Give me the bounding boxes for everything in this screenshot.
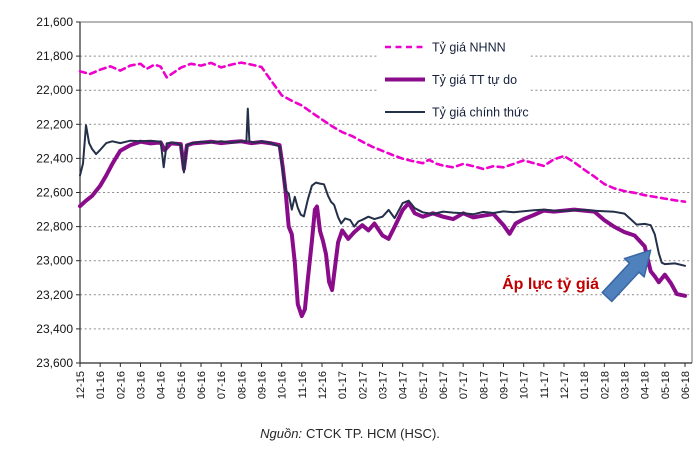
y-tick-label: 21,800 bbox=[36, 49, 73, 63]
x-tick-label: 06-18 bbox=[680, 371, 692, 399]
series bbox=[78, 61, 687, 319]
annotation-text: Áp lực tỷ giá bbox=[502, 274, 599, 293]
series-line-chinh-thuc bbox=[79, 107, 686, 267]
legend-item-nhnn: Tỷ giá NHNN bbox=[385, 41, 506, 55]
x-tick-label: 10-16 bbox=[277, 371, 289, 399]
y-tick-label: 23,400 bbox=[36, 322, 73, 336]
x-tick-label: 02-17 bbox=[357, 371, 369, 399]
y-tick-label: 22,800 bbox=[36, 220, 73, 234]
x-tick-label: 05-16 bbox=[176, 371, 188, 399]
x-tick-label: 09-16 bbox=[257, 371, 269, 399]
legend-label-nhnn: Tỷ giá NHNN bbox=[432, 41, 506, 55]
legend: Tỷ giá NHNN Tỷ giá TT tự do Tỷ giá chính t… bbox=[377, 35, 530, 123]
x-tick-label: 09-17 bbox=[499, 371, 511, 399]
x-tick-label: 11-17 bbox=[539, 371, 551, 398]
x-tick-label: 12-17 bbox=[559, 371, 571, 399]
x-tick-label: 04-17 bbox=[398, 371, 410, 399]
x-tick-label: 04-16 bbox=[156, 371, 168, 399]
source-text: CTCK TP. HCM (HSC). bbox=[306, 426, 440, 441]
y-tick-label: 22,000 bbox=[36, 83, 73, 97]
x-tick-label: 03-16 bbox=[136, 371, 148, 399]
exchange-rate-chart: 21,600 21,800 22,000 22,200 22,400 22,600 22,8… bbox=[36, 15, 693, 399]
x-tick-label: 01-16 bbox=[95, 371, 107, 399]
legend-item-tt-tu-do: Tỷ giá TT tự do bbox=[385, 73, 517, 87]
x-tick-label: 07-16 bbox=[216, 371, 228, 399]
x-tick-label: 04-18 bbox=[640, 371, 652, 399]
x-tick-label: 08-17 bbox=[478, 371, 490, 399]
x-tick-label: 02-18 bbox=[599, 371, 611, 399]
source-note: Nguồn: CTCK TP. HCM (HSC). bbox=[0, 426, 700, 441]
x-tick-label: 07-17 bbox=[458, 371, 470, 399]
annotation-arrow-icon bbox=[601, 249, 652, 303]
y-axis-labels: 21,600 21,800 22,000 22,200 22,400 22,600 22,8… bbox=[36, 15, 73, 370]
y-tick-label: 22,600 bbox=[36, 186, 73, 200]
annotation: Áp lực tỷ giá bbox=[502, 249, 652, 303]
x-tick-label: 05-17 bbox=[418, 371, 430, 399]
x-tick-label: 01-18 bbox=[579, 371, 591, 399]
legend-label-chinh-thuc: Tỷ giá chính thức bbox=[432, 106, 529, 120]
y-tick-label: 22,400 bbox=[36, 151, 73, 165]
x-tick-label: 01-17 bbox=[337, 371, 349, 399]
legend-label-tt-tu-do: Tỷ giá TT tự do bbox=[432, 73, 517, 87]
x-tick-label: 03-18 bbox=[620, 371, 632, 399]
x-tick-label: 12-16 bbox=[317, 371, 329, 399]
x-tick-label: 08-16 bbox=[236, 371, 248, 399]
x-tick-label: 02-16 bbox=[115, 371, 127, 399]
axes bbox=[76, 21, 693, 367]
y-tick-label: 21,600 bbox=[36, 15, 73, 29]
x-tick-label: 06-17 bbox=[438, 371, 450, 399]
x-tick-label: 05-18 bbox=[660, 371, 672, 399]
y-tick-label: 23,200 bbox=[36, 288, 73, 302]
x-tick-label: 10-17 bbox=[519, 371, 531, 399]
x-tick-label: 12-15 bbox=[75, 371, 87, 399]
series-line-nhnn bbox=[78, 61, 687, 203]
x-tick-label: 06-16 bbox=[196, 371, 208, 399]
x-tick-label: 11-16 bbox=[297, 371, 309, 398]
y-tick-label: 23,000 bbox=[36, 254, 73, 268]
source-label: Nguồn: bbox=[260, 426, 303, 441]
y-tick-label: 23,600 bbox=[36, 356, 73, 370]
legend-item-chinh-thuc: Tỷ giá chính thức bbox=[385, 106, 529, 120]
y-tick-label: 22,200 bbox=[36, 117, 73, 131]
x-tick-label: 03-17 bbox=[378, 371, 390, 399]
x-axis-labels: 12-15 01-16 02-16 03-16 04-16 05-16 06-16 07-16… bbox=[75, 371, 692, 399]
